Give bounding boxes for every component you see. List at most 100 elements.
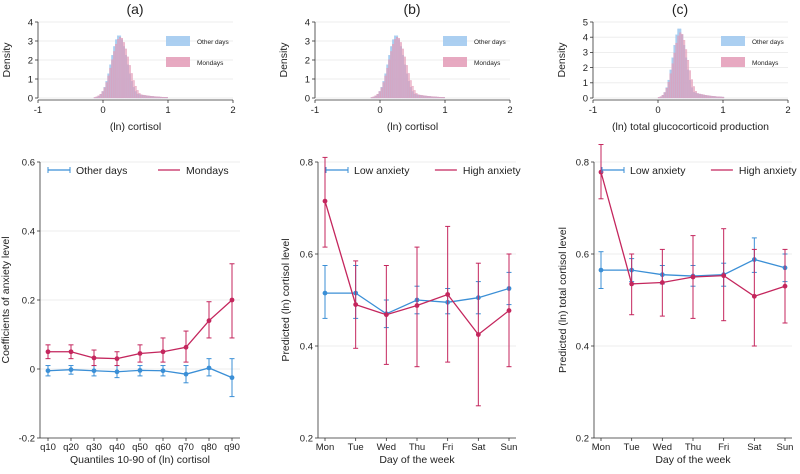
- y-tick-label: 0.4: [576, 341, 589, 352]
- histogram-bar: [128, 65, 131, 99]
- y-tick-label: 3: [28, 36, 33, 47]
- histogram-bar: [140, 94, 143, 99]
- panel-title-c: (c): [672, 1, 688, 17]
- legend-label: Mondays: [197, 60, 224, 67]
- histogram-bar: [663, 92, 666, 99]
- x-axis-label: (ln) cortisol: [110, 121, 161, 133]
- data-point: [629, 281, 635, 287]
- histogram-bar: [156, 96, 159, 99]
- histogram-bar: [716, 96, 719, 99]
- histogram-bar: [691, 79, 693, 99]
- legend-label: Mondays: [752, 60, 779, 67]
- legend-label: Other days: [76, 165, 127, 177]
- histogram-bar: [115, 44, 118, 99]
- y-tick-label: 4: [28, 17, 33, 28]
- x-tick-label: Thu: [685, 442, 701, 453]
- data-point: [160, 368, 166, 374]
- x-tick-label: 0: [655, 105, 660, 116]
- y-tick-label: 0.6: [22, 157, 35, 168]
- x-axis-label: (ln) cortisol: [387, 121, 438, 133]
- histogram-bar: [431, 96, 434, 99]
- x-tick-label: -1: [34, 105, 42, 116]
- histogram-bar: [440, 97, 443, 99]
- histogram-bar: [696, 93, 699, 99]
- y-axis-label: Density: [278, 42, 290, 78]
- legend-label: High anxiety: [739, 165, 798, 177]
- histogram-bar: [669, 73, 672, 99]
- histogram-bar: [708, 95, 711, 99]
- x-tick-label: -1: [589, 105, 597, 116]
- y-tick-label: 2: [583, 63, 588, 74]
- histogram-bar: [407, 73, 410, 99]
- histogram-bar: [146, 95, 149, 99]
- histogram-bar: [121, 38, 123, 99]
- histogram-bar: [409, 80, 412, 99]
- x-tick-label: Wed: [377, 442, 396, 453]
- y-tick-label: -0.2: [19, 433, 35, 444]
- legend-swatch: [166, 57, 190, 67]
- y-tick-label: 0: [28, 93, 33, 104]
- histogram-bar: [148, 95, 151, 99]
- line-panel-2: 0.2 0.4 0.6 0.8 Mon Tue Wed Thu Fri Sat Sun Low anx…: [280, 156, 521, 466]
- legend-label: Low anxiety: [354, 165, 410, 177]
- data-point: [160, 349, 166, 355]
- legend-label: Low anxiety: [630, 165, 686, 177]
- histogram-bar: [124, 48, 127, 99]
- x-tick-label: 1: [442, 105, 447, 116]
- histogram-bar: [419, 94, 422, 99]
- y-axis-label: Density: [556, 42, 568, 78]
- x-tick-label: Thu: [409, 442, 425, 453]
- histogram-bar: [673, 52, 676, 99]
- histogram-bar: [403, 56, 406, 99]
- histogram-bar: [702, 94, 705, 99]
- legend-label: Other days: [752, 39, 785, 46]
- data-point: [659, 280, 665, 285]
- y-tick-label: 0: [30, 364, 35, 375]
- data-point: [445, 292, 451, 297]
- histogram-bar: [667, 81, 670, 99]
- legend-label: Other days: [474, 39, 507, 46]
- histogram-bar: [677, 35, 680, 99]
- y-axis-label: Coefficients of anxiety level: [0, 236, 12, 363]
- histogram-bar: [97, 95, 100, 99]
- histogram-bar: [119, 37, 122, 99]
- y-tick-label: 0.8: [300, 157, 313, 168]
- line-panel-1: -0.2 0 0.2 0.4 0.6 q10 q20 q30 q40 q50 q60 q70 q80 q9…: [0, 157, 240, 466]
- panel-title-a: (a): [126, 1, 143, 17]
- histogram-bar: [382, 82, 385, 99]
- histogram-bar: [150, 96, 153, 99]
- histogram-series-2: [657, 32, 725, 99]
- histogram-bar: [117, 39, 120, 99]
- x-axis-label: Quantiles 10-90 of (ln) cortisol: [70, 454, 210, 466]
- legend-swatch: [721, 36, 745, 46]
- histogram-bar: [681, 34, 684, 99]
- y-tick-label: 0.6: [300, 249, 313, 260]
- legend-swatch: [721, 57, 745, 67]
- x-tick-label: 0: [100, 105, 105, 116]
- histogram-bar: [113, 51, 116, 99]
- data-point: [206, 365, 212, 371]
- histogram-bar: [160, 96, 162, 99]
- data-point: [68, 349, 74, 355]
- y-tick-label: 0: [305, 93, 310, 104]
- data-point: [206, 318, 212, 324]
- histogram-bar: [689, 70, 692, 99]
- y-tick-label: 0.2: [22, 295, 35, 306]
- histogram-bar: [700, 94, 703, 99]
- histogram-bar: [401, 48, 404, 99]
- data-point: [229, 375, 235, 381]
- histogram-bar: [413, 90, 416, 99]
- x-tick-label: -1: [311, 105, 319, 116]
- y-tick-label: 0.6: [576, 249, 589, 260]
- histogram-bar: [712, 96, 715, 99]
- x-tick-label: 0: [377, 105, 382, 116]
- histogram-bar: [714, 96, 717, 99]
- y-tick-label: 0: [583, 93, 588, 104]
- data-point: [68, 367, 74, 373]
- x-tick-label: Wed: [653, 442, 672, 453]
- x-axis-label: (ln) total glucocorticoid production: [612, 121, 769, 133]
- histogram-bar: [111, 59, 114, 99]
